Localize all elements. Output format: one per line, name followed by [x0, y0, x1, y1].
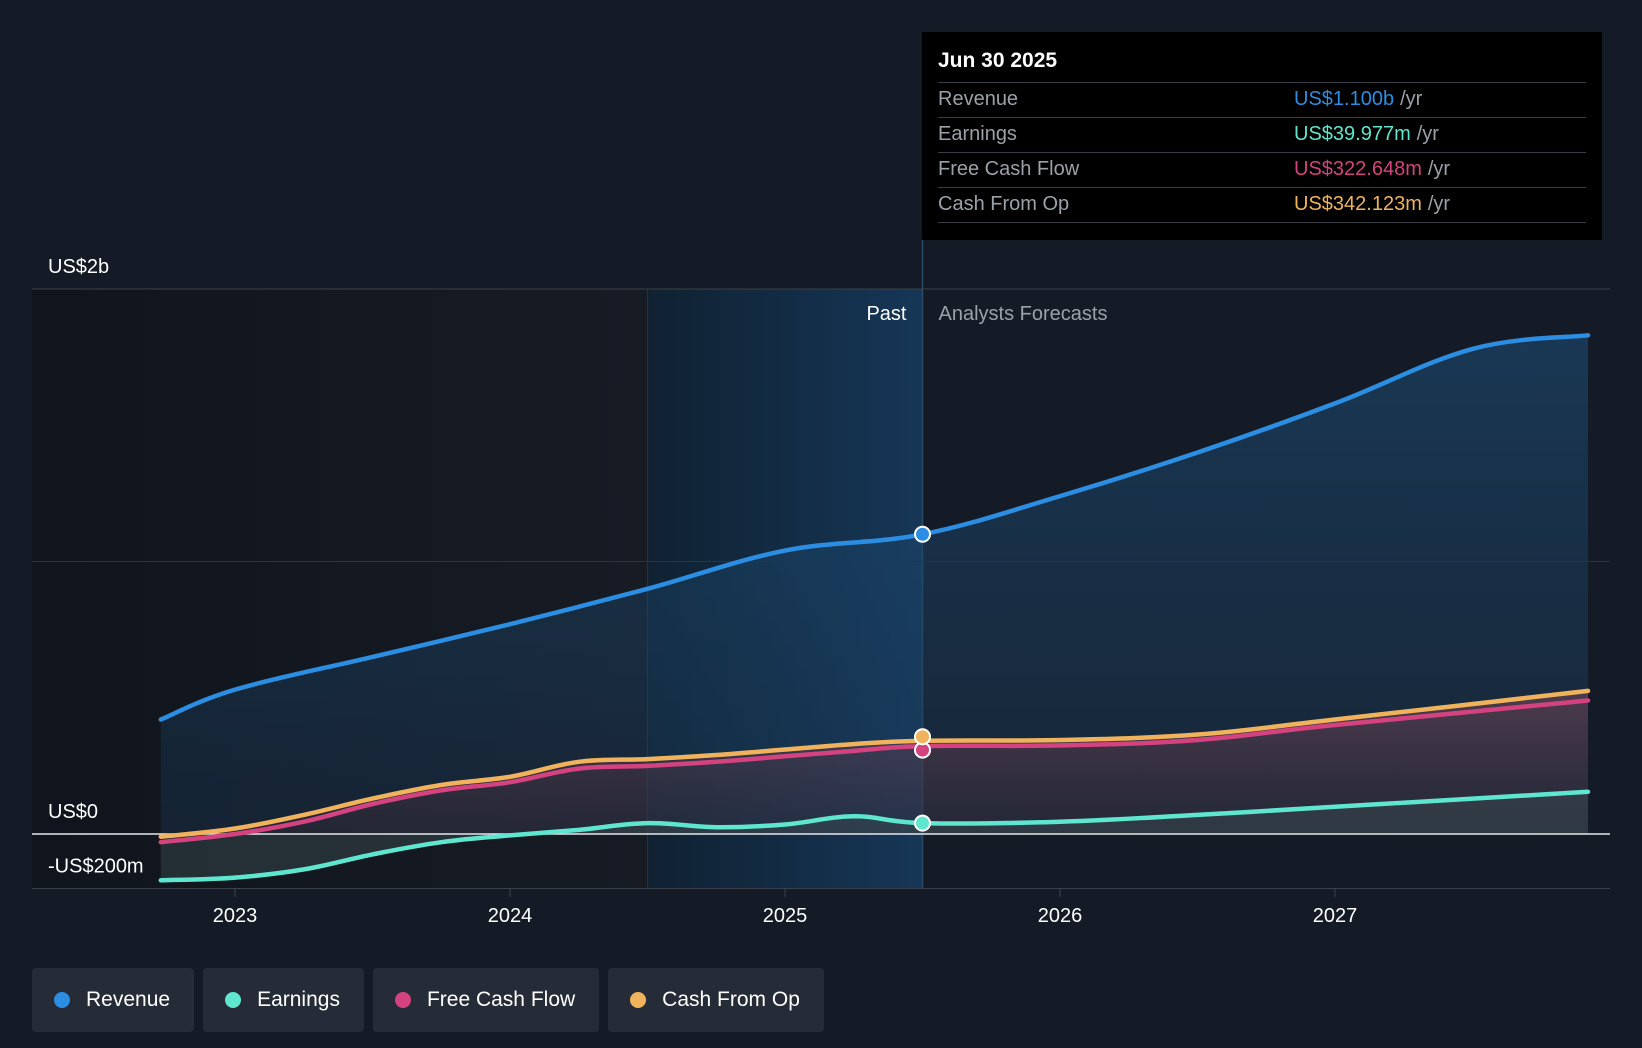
legend-item-earnings[interactable]: Earnings	[203, 968, 364, 1032]
y-axis-label: US$0	[48, 801, 98, 823]
x-tick-label: 2026	[1038, 905, 1083, 927]
y-axis-label: US$2b	[48, 256, 109, 278]
earnings-point	[914, 814, 931, 832]
legend-item-cash-from-op[interactable]: Cash From Op	[608, 968, 824, 1032]
legend-label-revenue: Revenue	[86, 988, 171, 1011]
cash-from-op-line	[158, 688, 1591, 839]
tooltip-row-earnings: Earnings US$39.977m /yr	[938, 117, 1586, 152]
x-tick-label: 2023	[213, 905, 258, 927]
free-cash-flow-dot-icon	[394, 992, 411, 1008]
revenue-area	[160, 335, 1588, 834]
revenue-line	[158, 333, 1591, 722]
free-cash-flow-line	[158, 698, 1591, 845]
earnings-line	[158, 789, 1591, 883]
tooltip-row-free-cash-flow: Free Cash Flow US$322.648m /yr	[938, 152, 1586, 187]
earnings-dot-icon	[225, 992, 242, 1008]
tooltip-date: Jun 30 2025	[938, 49, 1058, 72]
cash-from-op-area	[160, 690, 1588, 837]
tooltip-unit-earnings: /yr	[1416, 123, 1439, 145]
legend-label-free-cash-flow: Free Cash Flow	[426, 988, 576, 1011]
legend-label-earnings: Earnings	[257, 988, 340, 1011]
legend: Revenue Earnings Free Cash Flow Cash Fro…	[32, 968, 824, 1032]
tooltip-label-cash-from-op: Cash From Op	[938, 193, 1070, 215]
legend-item-revenue[interactable]: Revenue	[32, 968, 195, 1032]
past-label: Past	[866, 303, 906, 325]
legend-label-cash-from-op: Cash From Op	[662, 988, 800, 1011]
tooltip-unit-free-cash-flow: /yr	[1427, 158, 1451, 180]
tooltip-unit-cash-from-op: /yr	[1427, 193, 1451, 215]
tooltip-label-revenue: Revenue	[938, 88, 1019, 110]
x-tick-label: 2024	[488, 905, 533, 927]
y-axis-label: -US$200m	[48, 856, 144, 878]
x-tick-label: 2027	[1313, 905, 1358, 927]
tooltip-value-revenue: US$1.100b	[1294, 88, 1395, 110]
tooltip: Jun 30 2025 Revenue US$1.100b /yr Earnin…	[922, 32, 1602, 240]
cash-from-op-dot-icon	[630, 992, 647, 1008]
legend-item-free-cash-flow[interactable]: Free Cash Flow	[372, 968, 600, 1032]
tooltip-value-cash-from-op: US$342.123m	[1294, 193, 1422, 215]
tooltip-label-free-cash-flow: Free Cash Flow	[938, 158, 1080, 180]
tooltip-row-cash-from-op: Cash From Op US$342.123m /yr	[938, 187, 1586, 223]
tooltip-unit-revenue: /yr	[1400, 88, 1423, 110]
cash-from-op-point	[914, 728, 931, 746]
forecast-label: Analysts Forecasts	[939, 303, 1108, 325]
revenue-point	[914, 525, 931, 543]
tooltip-row-revenue: Revenue US$1.100b /yr	[938, 82, 1586, 117]
tooltip-value-free-cash-flow: US$322.648m	[1294, 158, 1422, 180]
tooltip-label-earnings: Earnings	[938, 123, 1017, 145]
tooltip-value-earnings: US$39.977m	[1294, 123, 1411, 145]
x-tick-label: 2025	[763, 905, 808, 927]
revenue-dot-icon	[54, 992, 70, 1008]
